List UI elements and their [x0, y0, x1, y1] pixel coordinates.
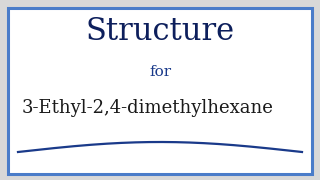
Text: for: for: [149, 65, 171, 79]
Text: 3-Ethyl-2,4-dimethylhexane: 3-Ethyl-2,4-dimethylhexane: [22, 99, 274, 117]
Text: Structure: Structure: [85, 17, 235, 48]
FancyBboxPatch shape: [8, 8, 312, 174]
